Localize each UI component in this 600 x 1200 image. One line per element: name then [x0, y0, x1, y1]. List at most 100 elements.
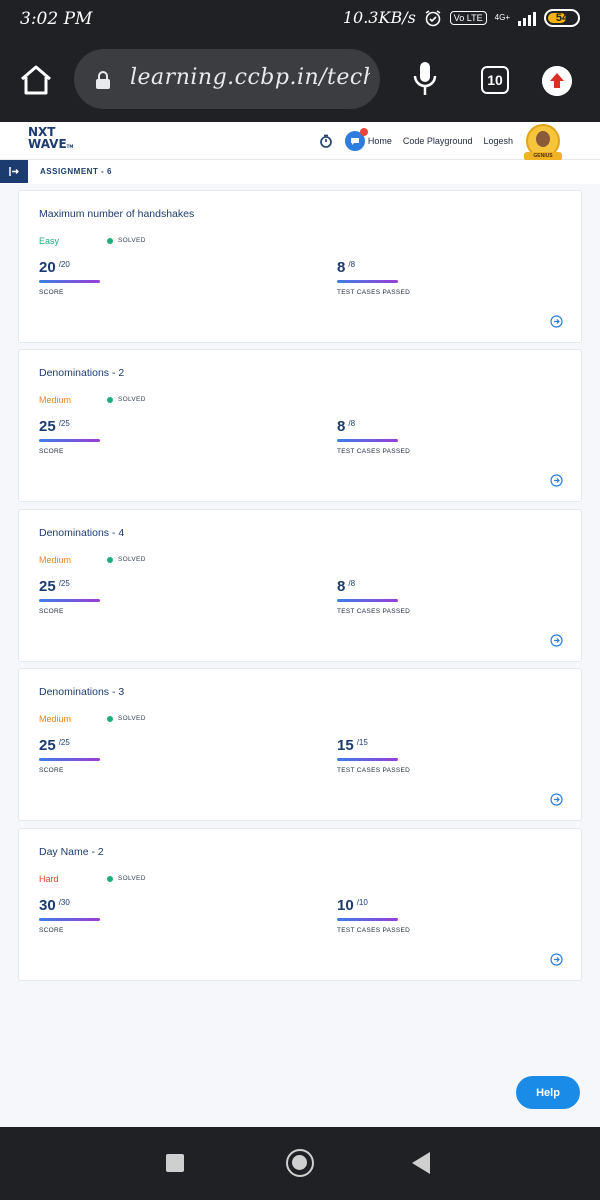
test-cases-metric: 8/8 TEST CASES PASSED [337, 418, 410, 455]
network-type: 4G+ [494, 13, 510, 22]
back-icon[interactable] [412, 1152, 430, 1174]
problem-card[interactable]: Day Name - 2 Hard SOLVED 30/30 SCORE 10/… [18, 828, 582, 981]
tests-label: TEST CASES PASSED [337, 767, 411, 774]
score-metric: 30/30 SCORE [39, 897, 100, 934]
nav-code-playground[interactable]: Code Playground [402, 136, 473, 146]
sidebar-expand-icon [9, 167, 19, 176]
mic-icon[interactable] [410, 60, 440, 98]
avatar[interactable]: GENIUS [524, 124, 562, 161]
tests-total: /8 [348, 260, 356, 269]
score-metric: 25/25 SCORE [39, 418, 100, 455]
signal-icon [518, 10, 536, 26]
score-value: 25 [39, 578, 56, 595]
difficulty-label: Medium [39, 714, 72, 724]
test-cases-metric: 8/8 TEST CASES PASSED [337, 578, 410, 615]
score-progress-bar [39, 918, 100, 921]
avatar-face [536, 131, 550, 147]
status-text: SOLVED [118, 875, 146, 882]
battery-level: 54 [555, 11, 569, 24]
lock-icon [96, 71, 110, 89]
tests-label: TEST CASES PASSED [337, 289, 411, 296]
nxtwave-logo[interactable]: NXT WAVETM [28, 125, 74, 151]
status-badge: SOLVED [107, 237, 146, 244]
sidebar-toggle-button[interactable] [0, 160, 28, 183]
tests-label: TEST CASES PASSED [337, 927, 411, 934]
solved-dot-icon [107, 556, 113, 563]
tabs-button[interactable]: 10 [481, 66, 509, 94]
system-nav-bar [0, 1127, 600, 1200]
status-text: SOLVED [118, 237, 146, 244]
problem-card[interactable]: Denominations - 4 Medium SOLVED 25/25 SC… [18, 509, 582, 662]
problem-title: Maximum number of handshakes [39, 208, 195, 220]
score-progress-bar [39, 599, 100, 602]
tests-value: 15 [337, 737, 354, 754]
tests-total: /8 [348, 419, 356, 428]
score-value: 25 [39, 418, 56, 435]
arrow-right-circle-icon[interactable] [550, 315, 563, 328]
arrow-right-circle-icon[interactable] [550, 474, 563, 487]
tests-value: 8 [337, 259, 346, 276]
tests-total: /10 [356, 898, 368, 907]
arrow-right-circle-icon[interactable] [550, 793, 563, 806]
tests-progress-bar [337, 439, 398, 442]
chat-icon[interactable] [344, 128, 368, 151]
home-icon[interactable] [18, 62, 54, 98]
score-label: SCORE [39, 608, 64, 615]
problem-card[interactable]: Maximum number of handshakes Easy SOLVED… [18, 190, 582, 343]
score-metric: 25/25 SCORE [39, 737, 100, 774]
problem-title: Denominations - 4 [39, 527, 125, 539]
score-total: /20 [58, 260, 70, 269]
tests-label: TEST CASES PASSED [337, 448, 411, 455]
solved-dot-icon [107, 715, 113, 722]
tests-progress-bar [337, 599, 398, 602]
test-cases-metric: 8/8 TEST CASES PASSED [337, 259, 410, 296]
assignment-title: ASSIGNMENT - 6 [40, 167, 112, 176]
alarm-icon [425, 9, 441, 26]
problem-title: Denominations - 3 [39, 686, 125, 698]
logo-line1: NXT [28, 125, 56, 139]
score-total: /25 [58, 419, 70, 428]
score-progress-bar [39, 758, 100, 761]
score-total: /30 [58, 898, 70, 907]
status-badge: SOLVED [107, 875, 146, 882]
problem-title: Denominations - 2 [39, 367, 125, 379]
problem-card[interactable]: Denominations - 3 Medium SOLVED 25/25 SC… [18, 668, 582, 821]
status-text: SOLVED [118, 556, 146, 563]
status-bar: 3:02 PM 10.3KB/s Vo LTE 4G+ 54 [0, 0, 600, 38]
network-speed: 10.3KB/s [342, 8, 416, 27]
difficulty-label: Hard [39, 874, 59, 884]
score-label: SCORE [39, 448, 64, 455]
tests-progress-bar [337, 758, 398, 761]
genius-badge: GENIUS [524, 152, 562, 161]
home-circle-icon[interactable] [286, 1149, 314, 1177]
test-cases-metric: 10/10 TEST CASES PASSED [337, 897, 410, 934]
update-icon[interactable] [542, 66, 572, 96]
tests-value: 8 [337, 578, 346, 595]
timer-icon[interactable] [319, 134, 333, 148]
score-label: SCORE [39, 767, 64, 774]
battery-icon: 54 [544, 8, 580, 27]
recents-icon[interactable] [166, 1154, 184, 1172]
nav-home[interactable]: Home [367, 136, 392, 146]
notification-dot [359, 128, 368, 136]
difficulty-label: Easy [39, 236, 60, 246]
arrow-right-circle-icon[interactable] [550, 634, 563, 647]
address-bar[interactable]: learning.ccbp.in/tech [74, 49, 380, 109]
nav-user-name[interactable]: Logesh [483, 136, 513, 146]
status-badge: SOLVED [107, 556, 146, 563]
help-button[interactable]: Help [516, 1076, 580, 1109]
tests-value: 8 [337, 418, 346, 435]
status-badge: SOLVED [107, 396, 146, 403]
assignment-bar: ASSIGNMENT - 6 [0, 160, 600, 184]
score-value: 25 [39, 737, 56, 754]
status-time: 3:02 PM [20, 9, 93, 29]
score-value: 20 [39, 259, 56, 276]
app-header: NXT WAVETM Home Code Playground Logesh G… [0, 122, 600, 161]
tests-value: 10 [337, 897, 354, 914]
arrow-right-circle-icon[interactable] [550, 953, 563, 966]
difficulty-label: Medium [39, 395, 72, 405]
score-total: /25 [58, 579, 70, 588]
difficulty-label: Medium [39, 555, 72, 565]
problem-card[interactable]: Denominations - 2 Medium SOLVED 25/25 SC… [18, 349, 582, 502]
status-badge: SOLVED [107, 715, 146, 722]
